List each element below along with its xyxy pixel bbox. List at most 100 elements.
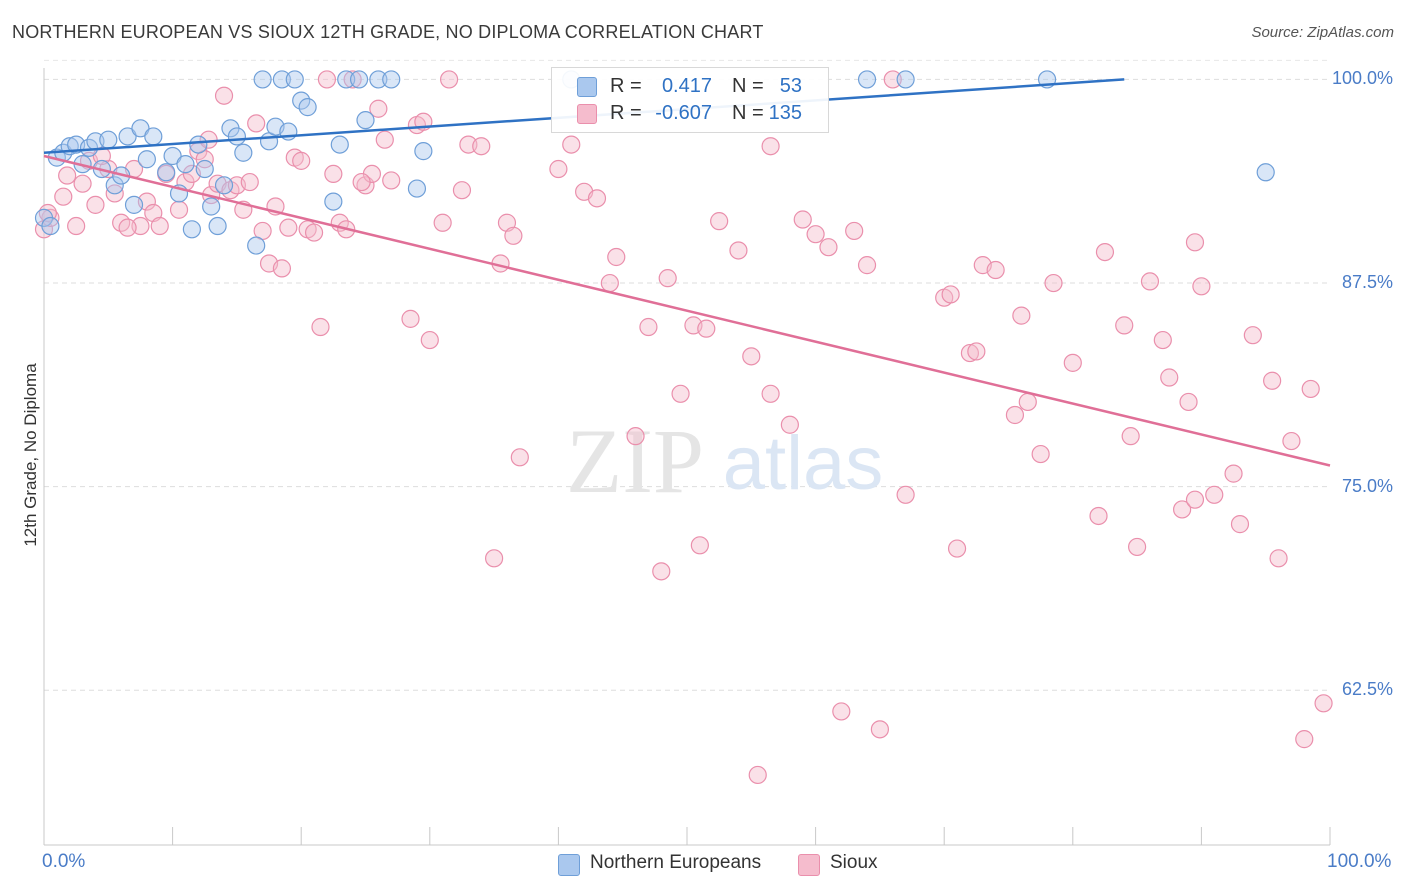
data-point [761,137,780,156]
data-point [1095,242,1115,262]
data-point [1044,273,1063,293]
data-points [34,70,1333,785]
data-point [240,172,259,192]
data-point [150,216,169,236]
data-point [375,130,394,149]
data-point [208,216,227,236]
data-point [137,150,156,169]
data-point [1243,326,1262,345]
data-point [1314,694,1333,713]
data-point [1224,464,1243,483]
data-point [54,187,73,206]
data-point [304,223,324,242]
watermark-atlas: atlas [723,421,884,506]
data-point [806,225,825,244]
data-point [414,142,433,161]
legend-r-label: R = [610,102,642,124]
x-tick-label-min: 0.0% [42,851,86,872]
series-swatch-pink [798,854,820,876]
data-point [169,200,189,219]
data-point [349,70,369,89]
axes [43,68,1331,846]
data-point [857,256,877,275]
data-point [960,343,980,363]
data-point [163,146,182,166]
legend-swatch-pink [577,104,597,124]
data-point [510,448,529,467]
legend-row-sioux: R = -0.607 N = 135 [552,100,828,128]
data-point [857,70,877,89]
data-point [352,172,371,192]
data-point [1185,490,1205,509]
data-point [896,70,915,89]
data-point [607,247,626,267]
data-point [124,195,144,214]
data-point [58,166,77,185]
data-point [189,135,208,154]
data-point [298,98,317,117]
series-swatch-blue [558,854,580,876]
data-point [1185,233,1205,252]
data-point [1301,379,1320,399]
data-point [710,212,729,231]
stats-legend: R = 0.417 N = 53 R = -0.607 N = 135 [551,67,829,133]
data-point [343,70,362,89]
data-point [504,226,523,245]
data-point [317,70,337,89]
x-tick-label-max: 100.0% [1327,851,1392,872]
data-point [472,137,491,156]
legend-r-label: R = [610,75,642,97]
data-point [433,213,452,232]
data-point [947,539,967,558]
legend-r-value: 0.417 [661,75,712,97]
data-point [118,218,137,237]
data-point [311,317,330,337]
data-point [652,562,671,581]
data-point [941,285,960,304]
data-point [780,415,799,434]
y-tick-label: 100.0% [1331,68,1393,89]
data-point [67,216,86,236]
data-point [1031,444,1050,464]
data-point [247,236,266,255]
data-point [1179,392,1198,412]
data-point [131,119,150,138]
data-point [1269,549,1288,568]
data-point [324,164,343,184]
data-point [587,189,607,208]
data-point [896,485,915,504]
data-point [845,221,864,241]
data-point [41,216,60,236]
data-point [202,197,221,216]
data-point [1256,163,1275,182]
data-point [1089,506,1108,526]
source-credit: Source: ZipAtlas.com [1251,24,1394,41]
series-legend: Northern Europeans Sioux [0,851,1406,879]
legend-n-label: N = [732,102,764,124]
data-point [144,127,163,146]
data-point [819,238,838,257]
data-point [407,179,427,198]
y-tick-label: 62.5% [1341,679,1393,700]
data-point [485,549,504,568]
data-point [176,155,195,174]
data-point [247,114,266,133]
watermark-zip: ZIP [566,410,704,512]
data-point [1205,485,1224,504]
data-point [1295,730,1314,749]
data-point [1140,272,1160,291]
data-point [369,70,388,89]
data-point [401,309,420,328]
data-point [832,702,851,721]
data-point [1192,277,1211,296]
data-point [1230,515,1250,534]
data-point [272,259,292,278]
data-point [382,171,401,190]
data-point [986,260,1005,280]
data-point [967,342,986,361]
legend-r-value: -0.607 [655,102,712,124]
data-point [79,138,99,157]
data-point [86,195,105,214]
data-point [793,210,812,229]
